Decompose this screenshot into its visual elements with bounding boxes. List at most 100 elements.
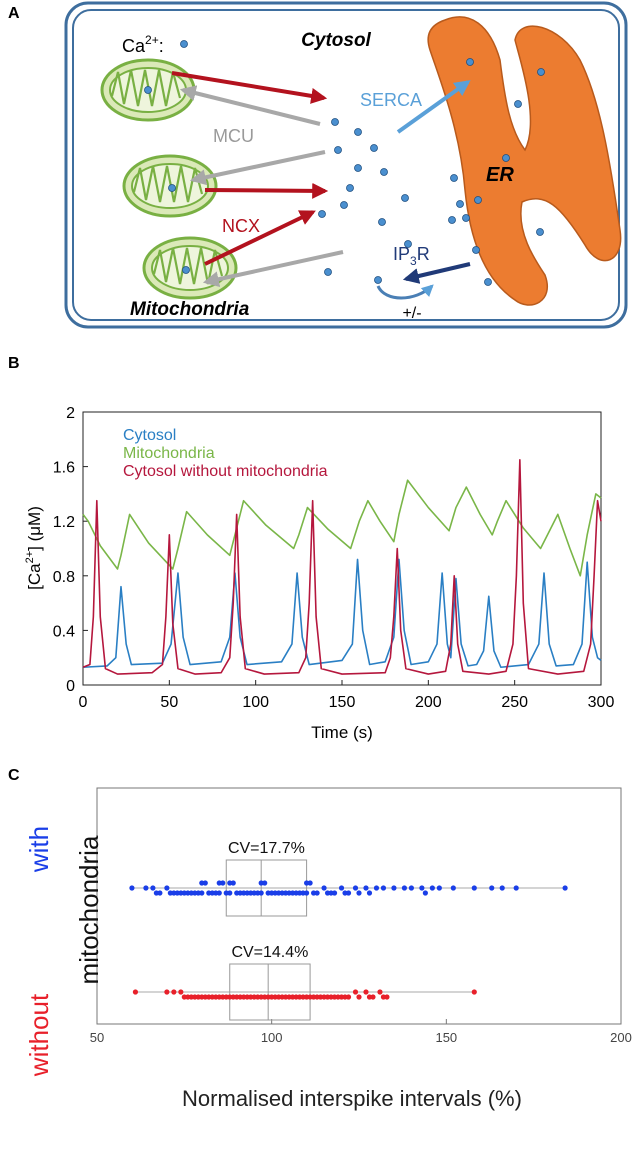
er-shape (427, 16, 622, 306)
x-axis-label: Normalised interspike intervals (%) (182, 1086, 522, 1111)
data-point (258, 890, 264, 896)
data-point (363, 989, 369, 995)
mitochondria-label: Mitochondria (130, 299, 250, 320)
strip-chart: 50 100 150 200 CV=17.7% CV=14.4% (90, 787, 632, 1045)
x-tick-label: 250 (501, 694, 528, 711)
y-tick-label: 2 (66, 405, 75, 422)
data-point (489, 885, 495, 891)
ip3r-sub: 3 (410, 254, 417, 268)
data-point (304, 890, 310, 896)
x-axis-label: Time (s) (311, 723, 373, 742)
ncx-arrow (204, 182, 329, 199)
mcu-label: MCU (213, 126, 254, 146)
cell-membrane-inner (72, 9, 620, 321)
data-point (384, 994, 390, 1000)
y-tick-label: 0.8 (53, 569, 75, 586)
data-point (391, 885, 397, 891)
data-point (314, 890, 320, 896)
group-axis-label: mitochondria (74, 835, 104, 984)
x-tick-label: 50 (160, 694, 178, 711)
data-point (370, 994, 376, 1000)
cv-annotation: CV=17.7% (228, 840, 305, 857)
series-line (82, 558, 602, 669)
ip3r-base: IP (393, 244, 410, 264)
data-point (436, 885, 442, 891)
x-tick-label: 200 (415, 694, 442, 711)
line-chart: 0 50 100 150 200 250 300 0 0.4 0.8 1.2 1.6 2 CytosolM… (53, 405, 615, 711)
data-point (157, 890, 163, 896)
panel-label: B (8, 355, 20, 372)
data-point (471, 885, 477, 891)
data-point (321, 885, 327, 891)
data-point (471, 989, 477, 995)
ip3r-arrow (402, 262, 471, 284)
x-tick-label: 200 (610, 1030, 632, 1045)
data-point (262, 880, 268, 886)
data-point (356, 890, 362, 896)
data-point (150, 885, 156, 891)
mcu-arrow (189, 150, 326, 186)
arrows (171, 71, 471, 300)
ip3r-tail: R (417, 244, 430, 264)
modulation-label: +/- (402, 305, 421, 322)
serca-label: SERCA (360, 90, 422, 110)
x-tick-label: 100 (261, 1030, 283, 1045)
er-label: ER (486, 164, 514, 186)
data-point (164, 989, 170, 995)
y-axis-label-post: ] (μM) (25, 506, 44, 551)
legend-label: Cytosol (123, 427, 176, 444)
data-point (307, 880, 313, 886)
cytosol-label: Cytosol (301, 30, 371, 51)
group-without-label: without (24, 993, 54, 1077)
box (225, 859, 308, 917)
ncx-label: NCX (222, 216, 260, 236)
cv-annotation: CV=14.4% (231, 944, 308, 961)
y-tick-label: 1.2 (53, 514, 75, 531)
data-point (408, 885, 414, 891)
data-point (331, 890, 338, 896)
data-point (380, 885, 387, 891)
cell-membrane (64, 1, 628, 329)
data-point (216, 890, 222, 896)
x-tick-label: 50 (90, 1030, 104, 1045)
data-point (199, 890, 205, 896)
box (229, 963, 311, 1021)
data-point (227, 890, 233, 896)
x-tick-label: 0 (79, 694, 88, 711)
data-point (143, 885, 149, 891)
data-point (513, 885, 519, 891)
y-axis-label-pre: [Ca (25, 563, 44, 590)
data-point (356, 994, 362, 1000)
calcium-ions (144, 40, 545, 286)
legend-label: Mitochondria (123, 445, 215, 462)
data-point (345, 994, 352, 1000)
y-axis-label: [Ca2+] (μM) (24, 506, 44, 590)
data-point (377, 989, 383, 995)
y-tick-label: 1.6 (53, 460, 75, 477)
calcium-key-sup: 2+ (145, 33, 159, 47)
group-with-label: with (24, 826, 54, 873)
data-point (401, 885, 408, 891)
y-tick-label: 0 (66, 678, 75, 695)
x-tick-label: 150 (435, 1030, 457, 1045)
data-point (338, 885, 345, 891)
mcu-arrow (202, 250, 344, 288)
data-point (429, 885, 435, 891)
data-point (129, 885, 135, 891)
serca-arrow (396, 80, 471, 134)
data-point (366, 890, 373, 896)
data-point (373, 885, 380, 891)
data-point (178, 989, 184, 995)
mcu-arrow (179, 85, 321, 126)
ncx-arrow (171, 71, 328, 104)
data-point (352, 885, 359, 891)
data-point (419, 885, 425, 891)
x-tick-label: 100 (242, 694, 269, 711)
data-point (171, 989, 177, 995)
y-tick-label: 0.4 (53, 623, 75, 640)
data-point (345, 890, 352, 896)
plot-frame (96, 787, 622, 1025)
modulation-arrow (376, 284, 434, 300)
calcium-key-base: Ca (122, 36, 146, 56)
